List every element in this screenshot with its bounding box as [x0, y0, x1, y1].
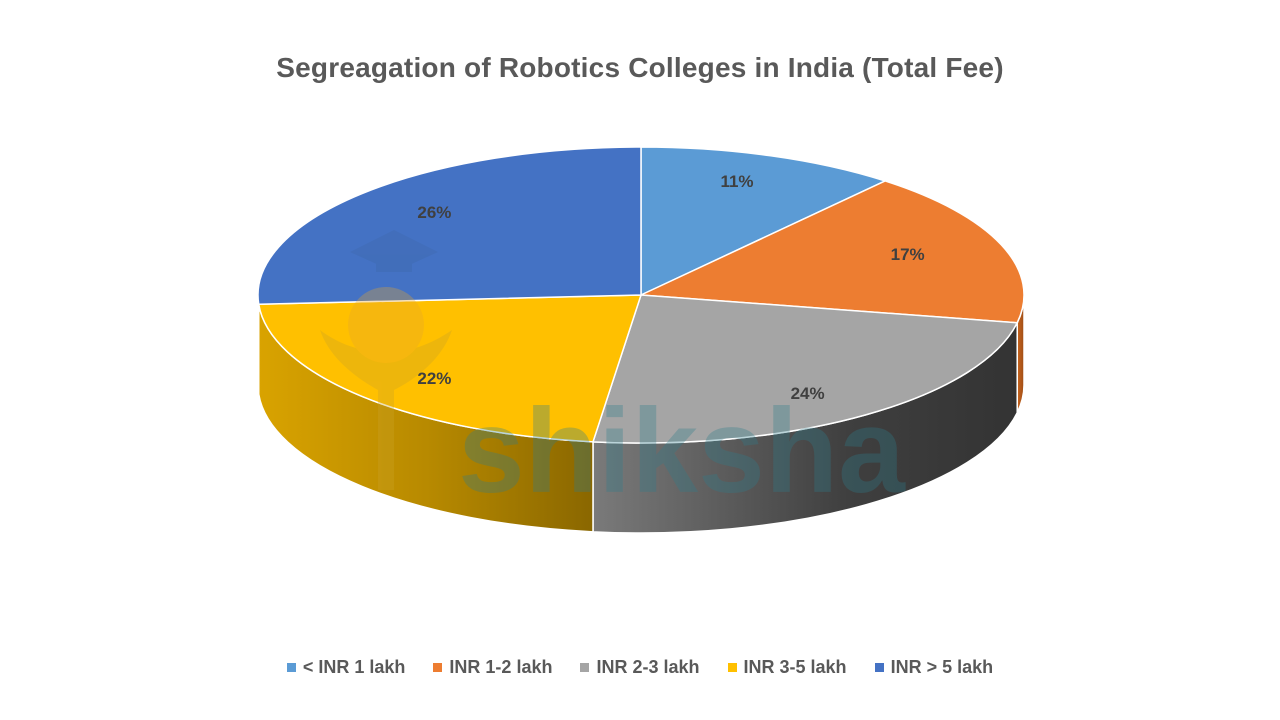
data-label-1-2-lakh: 17%: [891, 245, 925, 264]
data-label-2-3-lakh: 24%: [791, 384, 825, 403]
legend: < INR 1 lakh INR 1-2 lakh INR 2-3 lakh INR …: [0, 657, 1280, 678]
pie-slice-lt-1-lakh: [640, 146, 888, 297]
pie-side-gt-5-lakh: [257, 294, 260, 395]
legend-label: < INR 1 lakh: [302, 657, 406, 677]
pie-slice-1-2-lakh: [638, 180, 1025, 324]
legend-label: INR 3-5 lakh: [743, 657, 847, 677]
graduation-cap-icon: [350, 230, 438, 272]
legend-item-gt-5-lakh: INR > 5 lakh: [874, 657, 994, 678]
legend-swatch: [286, 663, 296, 672]
flame-icon: [320, 287, 452, 490]
pie-slice-3-5-lakh: [257, 294, 643, 443]
legend-swatch: [580, 663, 590, 672]
data-label-3-5-lakh: 22%: [417, 369, 451, 388]
legend-label: INR 1-2 lakh: [449, 657, 553, 677]
legend-item-1-2-lakh: INR 1-2 lakh: [433, 657, 552, 678]
pie-labels: 11% 17% 24% 22% 26%: [417, 172, 924, 403]
legend-swatch: [433, 663, 443, 672]
watermark-text: shiksha: [458, 384, 906, 518]
legend-item-lt-1-lakh: < INR 1 lakh: [286, 657, 406, 678]
legend-item-2-3-lakh: INR 2-3 lakh: [580, 657, 700, 678]
pie-slice-2-3-lakh: [591, 294, 1019, 444]
chart-title: Segreagation of Robotics Colleges in Ind…: [276, 52, 1004, 83]
legend-swatch: [727, 663, 737, 672]
legend-swatch: [874, 663, 884, 672]
data-label-lt-1-lakh: 11%: [720, 172, 753, 191]
legend-label: INR > 5 lakh: [890, 657, 994, 677]
legend-item-3-5-lakh: INR 3-5 lakh: [727, 657, 847, 678]
pie-tops: [257, 146, 1025, 444]
legend-label: INR 2-3 lakh: [596, 657, 700, 677]
pie-slice-gt-5-lakh: [257, 146, 642, 306]
data-label-gt-5-lakh: 26%: [417, 203, 451, 222]
watermark: shiksha: [320, 230, 906, 518]
